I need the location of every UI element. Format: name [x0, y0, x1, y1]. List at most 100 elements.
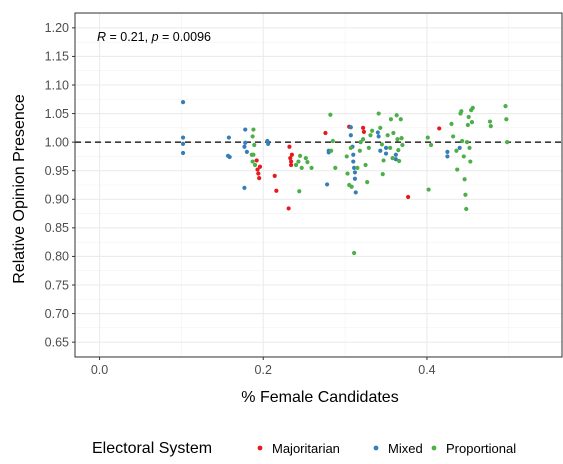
y-axis-title: Relative Opinion Presence: [11, 94, 28, 284]
point-proportional: [461, 154, 466, 159]
point-mixed: [242, 144, 247, 149]
point-proportional: [305, 160, 310, 165]
y-tick-label: 0.70: [45, 307, 69, 321]
point-proportional: [470, 105, 475, 110]
point-proportional: [428, 142, 434, 148]
point-proportional: [352, 250, 357, 256]
point-mixed: [375, 130, 380, 135]
point-proportional: [333, 165, 338, 170]
point-proportional: [250, 134, 255, 139]
point-majoritarian: [286, 206, 291, 211]
point-mixed: [383, 145, 389, 150]
x-tick-label: 0.2: [255, 363, 272, 377]
point-proportional: [368, 133, 373, 138]
point-proportional: [355, 165, 360, 170]
point-proportional: [329, 148, 334, 153]
p-symbol: p: [151, 30, 159, 44]
y-tick-label: 0.75: [45, 278, 69, 292]
point-proportional: [396, 148, 401, 153]
point-majoritarian: [254, 158, 259, 163]
r-value: = 0.21,: [106, 30, 152, 44]
point-majoritarian: [406, 194, 411, 200]
point-mixed: [393, 157, 398, 162]
point-mixed: [180, 100, 186, 105]
point-mixed: [180, 135, 186, 140]
point-proportional: [361, 137, 366, 142]
point-proportional: [469, 120, 475, 125]
point-mixed: [351, 159, 356, 164]
point-mixed: [445, 154, 450, 159]
point-proportional: [385, 133, 390, 138]
point-proportional: [252, 142, 257, 148]
x-tick-label: 0.4: [418, 363, 435, 377]
legend-title: Electoral System: [92, 440, 212, 457]
point-mixed: [352, 170, 358, 175]
point-proportional: [394, 113, 399, 118]
point-proportional: [395, 137, 400, 142]
point-mixed: [352, 165, 357, 170]
legend-key-proportional: [431, 445, 437, 451]
point-proportional: [390, 156, 395, 161]
point-proportional: [388, 145, 393, 150]
point-proportional: [379, 142, 385, 147]
legend-key-mixed: [373, 445, 379, 451]
point-mixed: [351, 152, 356, 157]
point-proportional: [449, 121, 454, 126]
point-proportional: [465, 122, 470, 128]
point-proportional: [487, 119, 493, 124]
y-tick-label: 0.85: [45, 221, 69, 235]
point-proportional: [462, 177, 467, 182]
point-majoritarian: [255, 167, 260, 172]
point-proportional: [330, 138, 335, 144]
y-axis-ticks: 0.65 0.70 0.75 0.80 0.85 0.90 0.95 1.00 1.05 1.10…: [45, 21, 75, 349]
point-proportional: [400, 142, 405, 148]
point-proportional: [250, 159, 255, 164]
point-majoritarian: [288, 159, 294, 164]
point-mixed: [180, 141, 186, 146]
point-majoritarian: [274, 188, 279, 193]
point-proportional: [251, 127, 256, 132]
point-proportional: [464, 206, 469, 212]
point-proportional: [425, 135, 430, 140]
point-proportional: [381, 158, 386, 163]
point-proportional: [344, 154, 349, 159]
x-axis-ticks: 0.0 0.2 0.4: [91, 357, 436, 377]
y-tick-label: 1.20: [45, 21, 69, 35]
point-mixed: [324, 182, 330, 187]
point-mixed: [243, 127, 248, 132]
point-majoritarian: [361, 125, 366, 130]
y-tick-label: 0.65: [45, 335, 69, 349]
y-tick-label: 0.90: [45, 193, 69, 207]
point-mixed: [393, 152, 398, 157]
point-proportional: [358, 140, 363, 145]
y-tick-label: 0.95: [45, 164, 69, 178]
minor-gridlines: [75, 13, 562, 357]
y-tick-label: 1.05: [45, 107, 69, 121]
point-proportional: [503, 104, 508, 109]
major-gridlines: [75, 13, 562, 357]
point-mixed: [376, 134, 381, 139]
x-axis-title: % Female Candidates: [241, 389, 398, 406]
point-majoritarian: [257, 176, 262, 181]
point-majoritarian: [289, 152, 294, 157]
point-proportional: [488, 124, 493, 129]
point-majoritarian: [288, 162, 294, 168]
point-proportional: [460, 138, 465, 144]
point-proportional: [459, 109, 464, 114]
legend-label-proportional: Proportional: [446, 441, 516, 456]
y-tick-label: 1.15: [45, 50, 69, 64]
point-mixed: [242, 185, 247, 190]
p-value: = 0.0096: [159, 30, 212, 44]
point-proportional: [454, 148, 459, 153]
point-mixed: [348, 125, 353, 130]
y-tick-label: 1.10: [45, 78, 69, 92]
point-majoritarian: [287, 144, 292, 149]
point-proportional: [388, 117, 394, 122]
point-proportional: [504, 117, 509, 122]
point-proportional: [365, 180, 370, 185]
point-mixed: [378, 148, 383, 153]
point-majoritarian: [257, 164, 263, 169]
point-mixed: [457, 145, 462, 150]
point-proportional: [309, 165, 314, 170]
